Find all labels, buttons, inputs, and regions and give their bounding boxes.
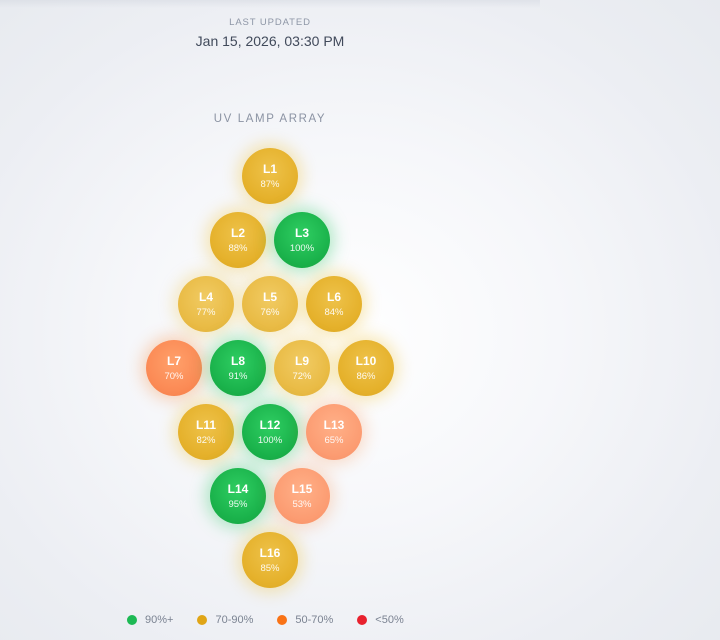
lamp-l5[interactable]: L5 76% [242,276,298,332]
lamp-percent: 70% [164,370,184,382]
legend-dot-icon [277,615,288,625]
lamp-name: L11 [195,417,216,432]
legend-item-ok: 70-90% [197,614,253,626]
lamp-percent: 100% [289,242,315,254]
lamp-percent: 72% [292,370,312,382]
lamp-l2[interactable]: L2 88% [210,212,266,268]
lamp-l7[interactable]: L7 70% [146,340,202,396]
top-shadow-bar [0,0,540,8]
lamp-l10[interactable]: L10 86% [338,340,394,396]
lamp-l15[interactable]: L15 53% [274,468,330,524]
lamp-array-grid: L1 87% L2 88% L3 100% L4 77% L5 76% L6 84% L7 7… [146,148,394,588]
legend-item-low: 50-70% [277,614,333,626]
lamp-name: L13 [323,417,345,432]
lamp-name: L2 [230,225,245,240]
legend-label: 90%+ [145,614,174,626]
last-updated-value: Jan 15, 2026, 03:30 PM [195,33,345,49]
legend-label: 50-70% [295,614,334,626]
legend-item-good: 90%+ [127,614,173,626]
lamp-l3[interactable]: L3 100% [274,212,330,268]
lamp-percent: 65% [324,434,344,446]
lamp-l6[interactable]: L6 84% [306,276,362,332]
lamp-l8[interactable]: L8 91% [210,340,266,396]
lamp-name: L3 [294,225,309,240]
lamp-array-title: UV LAMP ARRAY [213,113,327,125]
lamp-name: L10 [355,353,377,368]
lamp-name: L16 [259,545,281,560]
lamp-percent: 88% [228,242,248,254]
lamp-l4[interactable]: L4 77% [178,276,234,332]
legend-item-critical: <50% [357,614,404,626]
lamp-percent: 53% [292,498,312,510]
lamp-name: L15 [291,481,313,496]
lamp-name: L12 [259,417,281,432]
lamp-l12[interactable]: L12 100% [242,404,298,460]
lamp-l1[interactable]: L1 87% [242,148,298,204]
lamp-name: L7 [166,353,181,368]
legend-dot-icon [197,615,208,625]
lamp-l13[interactable]: L13 65% [306,404,362,460]
lamp-l14[interactable]: L14 95% [210,468,266,524]
lamp-name: L5 [262,289,277,304]
lamp-percent: 87% [260,178,280,190]
lamp-percent: 95% [228,498,248,510]
status-legend: 90%+ 70-90% 50-70% <50% [127,612,428,628]
lamp-name: L6 [326,289,341,304]
last-updated-label: LAST UPDATED [229,17,311,28]
lamp-percent: 86% [356,370,376,382]
lamp-name: L14 [227,481,249,496]
lamp-percent: 76% [260,306,280,318]
lamp-l9[interactable]: L9 72% [274,340,330,396]
lamp-name: L9 [294,353,309,368]
lamp-l16[interactable]: L16 85% [242,532,298,588]
lamp-percent: 84% [324,306,344,318]
lamp-percent: 82% [196,434,216,446]
lamp-l11[interactable]: L11 82% [178,404,234,460]
legend-label: <50% [375,614,404,626]
lamp-percent: 77% [196,306,216,318]
lamp-percent: 100% [257,434,283,446]
lamp-percent: 85% [260,562,280,574]
legend-label: 70-90% [215,614,254,626]
legend-dot-icon [357,615,368,625]
lamp-percent: 91% [228,370,248,382]
lamp-name: L8 [230,353,245,368]
lamp-name: L1 [262,161,277,176]
lamp-name: L4 [198,289,213,304]
legend-dot-icon [127,615,137,625]
